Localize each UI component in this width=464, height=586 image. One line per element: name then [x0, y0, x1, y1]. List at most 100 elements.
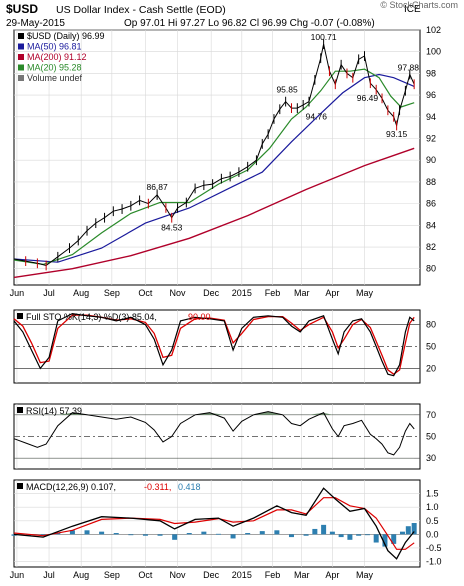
- price-legend-item: $USD (Daily) 96.99: [27, 31, 105, 41]
- y-tick-label: 82: [426, 242, 436, 252]
- price-x-label: 2015: [232, 288, 252, 298]
- price-panel: [13, 29, 421, 286]
- y-tick-label: 100: [426, 47, 441, 57]
- y-tick-label: 0.0: [426, 529, 439, 539]
- price-x-label: Oct: [138, 288, 153, 298]
- macd-x-label: Jun: [10, 570, 25, 580]
- legend-swatch: [18, 64, 24, 71]
- macd-hist-bar: [230, 534, 236, 539]
- y-tick-label: 94: [426, 112, 436, 122]
- instrument-description: US Dollar Index - Cash Settle (EOD): [56, 4, 226, 16]
- price-legend-item: MA(50) 96.81: [27, 42, 82, 52]
- y-tick-label: 90: [426, 155, 436, 165]
- macd-hist-bar: [259, 531, 265, 535]
- price-x-label: Sep: [104, 288, 120, 298]
- macd-hist-bar: [40, 534, 46, 536]
- macd-hist-bar: [201, 531, 207, 535]
- macd-hist-bar: [157, 534, 163, 536]
- macd-hist-bar: [312, 528, 318, 535]
- y-tick-label: 86: [426, 199, 436, 209]
- legend-swatch: [17, 313, 23, 319]
- ma20-line: [13, 68, 415, 266]
- ma200-line: [13, 147, 415, 279]
- price-x-label: Dec: [203, 288, 220, 298]
- price-x-label: Mar: [294, 288, 310, 298]
- macd-hist-bar: [303, 534, 309, 536]
- price-annotation: 86.87: [146, 182, 168, 192]
- macd-hist-bar: [329, 531, 335, 535]
- price-x-label: Nov: [170, 288, 187, 298]
- macd-x-label: Sep: [104, 570, 120, 580]
- legend-swatch: [17, 407, 23, 413]
- macd-hist-bar: [356, 534, 362, 536]
- stockcharts-watermark: © StockCharts.com: [380, 0, 458, 10]
- y-tick-label: 1.5: [426, 489, 439, 499]
- y-tick-label: 96: [426, 90, 436, 100]
- price-annotation: 84.53: [161, 223, 183, 233]
- macd-signal-line: [13, 497, 415, 550]
- macd-hist-bar: [373, 534, 379, 543]
- macd-hist-bar: [321, 524, 327, 535]
- macd-x-label: Oct: [138, 570, 153, 580]
- y-tick-label: 70: [426, 410, 436, 420]
- y-tick-label: 30: [426, 453, 436, 463]
- macd-panel: [13, 479, 421, 568]
- y-tick-label: 0.5: [426, 516, 439, 526]
- macd-x-label: Nov: [170, 570, 187, 580]
- macd-hist-bar: [84, 530, 90, 535]
- macd-x-label: Mar: [294, 570, 310, 580]
- legend-swatch: [17, 483, 23, 489]
- macd-hist-bar: [274, 530, 280, 535]
- y-tick-label: 80: [426, 264, 436, 274]
- macd-hist-bar: [338, 534, 344, 538]
- price-x-label: Apr: [325, 288, 339, 298]
- symbol-title: $USD: [6, 2, 39, 16]
- macd-hist-bar: [26, 534, 32, 536]
- macd-hist-bar: [128, 534, 134, 536]
- price-x-label: Jul: [43, 288, 55, 298]
- macd-hist-bar: [11, 534, 17, 536]
- macd-legend: MACD(12,26,9) 0.107,: [26, 482, 116, 492]
- ma50-line: [13, 73, 415, 263]
- price-annotation: 95.85: [276, 85, 298, 95]
- y-tick-label: -0.5: [426, 543, 442, 553]
- price-legend-item: Volume undef: [27, 73, 83, 83]
- sto-legend-d: 90.00: [188, 312, 211, 322]
- price-x-label: May: [356, 288, 374, 298]
- legend-swatch: [18, 54, 24, 60]
- macd-x-label: Jul: [43, 570, 55, 580]
- macd-hist-bar: [215, 533, 221, 535]
- quote-date: 29-May-2015: [6, 18, 65, 29]
- macd-hist-bar: [288, 534, 294, 538]
- macd-x-label: Feb: [265, 570, 281, 580]
- price-x-label: Aug: [73, 288, 89, 298]
- y-tick-label: 98: [426, 68, 436, 78]
- macd-hist-bar: [142, 534, 148, 536]
- macd-hist-bar: [69, 530, 75, 535]
- ohlc-summary: Op 97.01 Hi 97.27 Lo 96.82 Cl 96.99 Chg …: [124, 18, 375, 29]
- macd-hist-bar: [364, 534, 370, 536]
- y-tick-label: 102: [426, 25, 441, 35]
- macd-legend-hist: 0.418: [178, 482, 201, 492]
- price-x-label: Jun: [10, 288, 25, 298]
- macd-hist-bar: [347, 534, 353, 540]
- macd-hist-bar: [382, 534, 388, 547]
- macd-x-label: 2015: [232, 570, 252, 580]
- macd-x-label: May: [356, 570, 374, 580]
- macd-line: [13, 487, 415, 560]
- price-annotation: 93.15: [386, 129, 408, 139]
- y-tick-label: -1.0: [426, 557, 442, 567]
- macd-hist-bar: [55, 533, 61, 535]
- macd-hist-bar: [399, 531, 405, 535]
- price-legend-item: MA(20) 95.28: [27, 63, 82, 73]
- y-tick-label: 20: [426, 363, 436, 373]
- legend-swatch: [18, 33, 24, 39]
- macd-hist-bar: [99, 531, 105, 535]
- price-annotation: 97.88: [398, 63, 420, 73]
- macd-hist-bar: [411, 523, 417, 535]
- price-annotation: 94.76: [306, 112, 328, 122]
- y-tick-label: 88: [426, 177, 436, 187]
- macd-hist-bar: [245, 533, 251, 535]
